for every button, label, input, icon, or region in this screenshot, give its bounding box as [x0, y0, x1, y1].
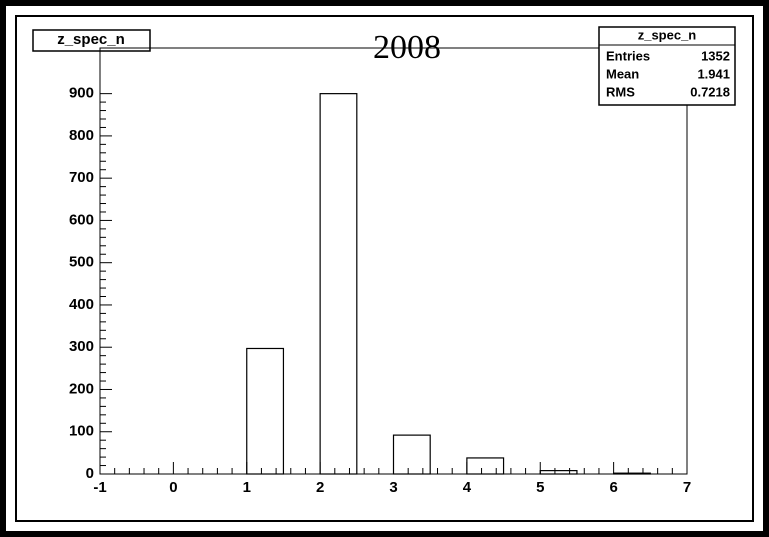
y-tick-label: 600 [69, 211, 94, 228]
bar [466, 457, 505, 475]
stats-value: 0.7218 [690, 84, 730, 99]
y-tick-label: 100 [69, 423, 94, 440]
x-tick-label: 6 [609, 479, 617, 496]
x-tick-label: 1 [243, 479, 251, 496]
bar [613, 472, 651, 475]
bar [539, 470, 578, 475]
x-tick-label: 2 [316, 479, 324, 496]
canvas-frame [15, 15, 754, 522]
x-tick-label: 7 [683, 479, 691, 496]
stats-value: 1352 [701, 48, 730, 63]
stats-title: z_spec_n [638, 27, 697, 42]
stats-value: 1.941 [697, 66, 730, 81]
y-tick-label: 500 [69, 254, 94, 271]
y-tick-label: 700 [69, 169, 94, 186]
chart-title: 2008 [373, 29, 441, 66]
y-tick-label: 200 [69, 380, 94, 397]
stats-label: Entries [606, 48, 650, 63]
hist-name: z_spec_n [57, 31, 125, 48]
y-tick-label: 0 [86, 465, 94, 482]
x-tick-label: 4 [463, 479, 472, 496]
y-tick-label: 900 [69, 85, 94, 102]
stats-label: RMS [606, 84, 635, 99]
x-tick-label: 3 [389, 479, 397, 496]
bar [319, 93, 358, 475]
stats-label: Mean [606, 66, 639, 81]
bar [246, 347, 285, 475]
bar [392, 434, 431, 475]
y-tick-label: 800 [69, 127, 94, 144]
x-tick-label: 0 [169, 479, 177, 496]
y-tick-label: 300 [69, 338, 94, 355]
x-tick-label: -1 [93, 479, 106, 496]
x-tick-label: 5 [536, 479, 544, 496]
hist-name-box [32, 29, 151, 52]
y-tick-label: 400 [69, 296, 94, 313]
stats-box [598, 26, 736, 106]
